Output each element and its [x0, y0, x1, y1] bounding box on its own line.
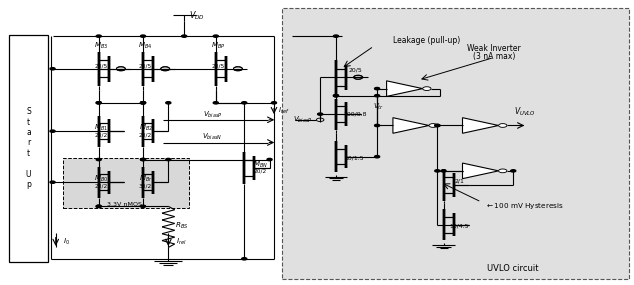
Bar: [63, 158, 189, 208]
Circle shape: [96, 102, 101, 104]
Circle shape: [141, 35, 146, 37]
Circle shape: [213, 102, 218, 104]
Text: $M_{BN}$: $M_{BN}$: [253, 160, 268, 170]
Circle shape: [166, 158, 171, 161]
Text: $V_{biasP}$: $V_{biasP}$: [203, 110, 223, 120]
Circle shape: [435, 124, 440, 127]
Circle shape: [318, 113, 323, 115]
Text: UVLO circuit: UVLO circuit: [488, 264, 539, 273]
Circle shape: [96, 205, 101, 207]
Circle shape: [375, 124, 380, 127]
Text: $M_{B1}$: $M_{B1}$: [94, 123, 108, 133]
Text: 20/5: 20/5: [94, 64, 108, 68]
Circle shape: [271, 102, 276, 104]
Text: $M_{BP}$: $M_{BP}$: [211, 40, 226, 51]
Text: 20/2: 20/2: [139, 132, 152, 137]
Circle shape: [141, 102, 146, 104]
Polygon shape: [393, 118, 429, 133]
Text: 20/2: 20/2: [94, 183, 108, 188]
Circle shape: [141, 205, 146, 207]
Circle shape: [333, 95, 339, 97]
Circle shape: [50, 130, 55, 132]
Bar: [282, 8, 629, 279]
Text: $R_{BS}$: $R_{BS}$: [176, 221, 189, 231]
Text: $M_{B2}$: $M_{B2}$: [139, 123, 153, 133]
Circle shape: [96, 158, 101, 161]
Circle shape: [511, 170, 516, 172]
Text: 20/2: 20/2: [94, 132, 108, 137]
Text: 10/1.5: 10/1.5: [344, 156, 363, 161]
Text: Weak Inverter: Weak Inverter: [467, 44, 521, 53]
Circle shape: [213, 35, 218, 37]
Text: $\leftarrow$100 mV Hysteresis: $\leftarrow$100 mV Hysteresis: [484, 201, 564, 211]
Text: 30/2: 30/2: [139, 183, 152, 188]
Text: $I_{rel}$: $I_{rel}$: [176, 237, 186, 247]
Text: $M_{Br}$: $M_{Br}$: [139, 174, 152, 184]
Circle shape: [267, 158, 272, 161]
Circle shape: [141, 158, 146, 161]
Circle shape: [141, 102, 146, 104]
Text: $I_0$: $I_0$: [63, 237, 70, 247]
Polygon shape: [462, 118, 498, 133]
Circle shape: [96, 35, 101, 37]
Circle shape: [242, 102, 247, 104]
Circle shape: [50, 181, 55, 183]
Circle shape: [441, 170, 446, 172]
Text: $V_{tr}$: $V_{tr}$: [373, 102, 385, 112]
Text: $V_{biasN}$: $V_{biasN}$: [202, 132, 223, 142]
Circle shape: [375, 156, 380, 158]
Text: Leakage (pull-up): Leakage (pull-up): [393, 36, 460, 46]
Text: (3 nA max): (3 nA max): [473, 52, 515, 61]
Circle shape: [375, 87, 380, 90]
Text: 100/0.8: 100/0.8: [343, 112, 366, 117]
Circle shape: [141, 102, 146, 104]
Text: $M_{B0}$: $M_{B0}$: [94, 174, 108, 184]
Text: 20/5: 20/5: [212, 64, 225, 68]
Text: 2/1: 2/1: [455, 178, 464, 183]
Text: 20/5: 20/5: [348, 68, 362, 73]
Text: 3.3V nMOS: 3.3V nMOS: [107, 201, 142, 207]
Text: S
t
a
r
t
 
U
p: S t a r t U p: [26, 107, 31, 189]
Circle shape: [242, 258, 247, 260]
Circle shape: [333, 35, 339, 37]
Circle shape: [435, 170, 440, 172]
Circle shape: [181, 35, 186, 37]
Bar: [9, 35, 48, 262]
Circle shape: [166, 102, 171, 104]
Circle shape: [333, 95, 339, 97]
Circle shape: [498, 124, 507, 127]
Text: $V_{biasP}$: $V_{biasP}$: [293, 115, 313, 125]
Text: $V_{UVLO}$: $V_{UVLO}$: [514, 106, 536, 118]
Text: $V_{DD}$: $V_{DD}$: [189, 9, 205, 22]
Circle shape: [96, 102, 101, 104]
Circle shape: [423, 87, 431, 90]
Circle shape: [141, 158, 146, 161]
Circle shape: [96, 205, 101, 207]
Text: $M_{B4}$: $M_{B4}$: [138, 40, 153, 51]
Polygon shape: [387, 81, 423, 96]
Text: 10/4.5: 10/4.5: [450, 224, 469, 229]
Circle shape: [429, 124, 437, 127]
Circle shape: [375, 95, 380, 97]
Circle shape: [50, 68, 55, 70]
Circle shape: [498, 169, 507, 173]
Text: $M_{B3}$: $M_{B3}$: [94, 40, 108, 51]
Circle shape: [435, 124, 440, 127]
Text: $I_{ref}$: $I_{ref}$: [278, 106, 290, 116]
Polygon shape: [462, 163, 498, 179]
Text: 20/5: 20/5: [139, 64, 152, 68]
Text: 20/2: 20/2: [254, 169, 268, 174]
